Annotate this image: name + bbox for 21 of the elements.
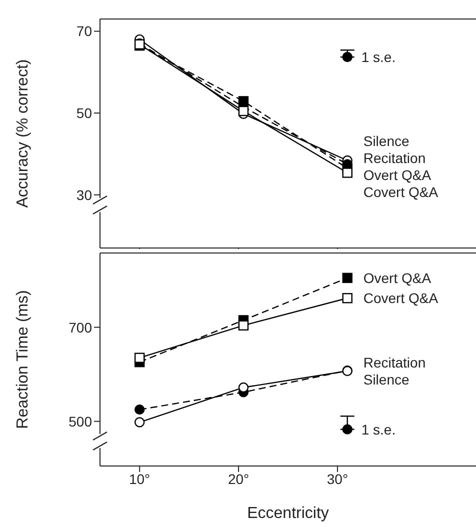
series-label: Covert Q&A [363, 290, 439, 306]
x-axis-title: Eccentricity [247, 505, 329, 522]
y-tick-label: 700 [68, 319, 92, 336]
series-label: Covert Q&A [363, 184, 439, 200]
series-label: Overt Q&A [363, 166, 432, 183]
series-label: Silence [363, 132, 410, 149]
series-label: Overt Q&A [363, 270, 432, 286]
y-tick-label: 70 [76, 23, 92, 40]
x-tick-label: 20° [228, 470, 250, 487]
y-tick-label: 500 [68, 413, 92, 430]
x-tick-label: 30° [326, 470, 348, 487]
series-label: Recitation [363, 354, 426, 370]
x-tick-label: 10° [128, 470, 150, 487]
series-label: 1 s.e. [361, 421, 396, 438]
y-axis-title: Reaction Time (ms) [14, 290, 32, 429]
y-tick-label: 50 [76, 105, 92, 122]
series-label: 1 s.e. [361, 49, 396, 66]
y-axis-title: Accuracy (% correct) [14, 59, 32, 208]
y-tick-label: 30 [76, 186, 92, 203]
series-label: Recitation [363, 150, 426, 166]
series-label: Silence [363, 371, 410, 388]
